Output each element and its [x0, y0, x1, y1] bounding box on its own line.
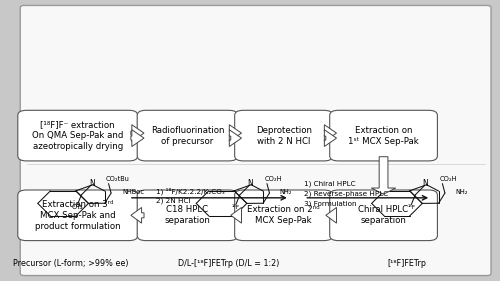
- Text: [¹⁸F]FETrp: [¹⁸F]FETrp: [387, 259, 426, 268]
- Polygon shape: [372, 157, 396, 194]
- Text: NH₂: NH₂: [280, 189, 292, 195]
- FancyBboxPatch shape: [18, 190, 138, 241]
- Polygon shape: [230, 125, 241, 141]
- FancyBboxPatch shape: [20, 5, 491, 276]
- FancyBboxPatch shape: [330, 190, 438, 241]
- FancyBboxPatch shape: [18, 110, 138, 161]
- FancyBboxPatch shape: [137, 190, 237, 241]
- Text: 2) Reverse-phase HPLC: 2) Reverse-phase HPLC: [304, 190, 388, 197]
- Text: OTs: OTs: [72, 204, 84, 210]
- Text: D/L-[¹⁸F]FETrp (D/L = 1:2): D/L-[¹⁸F]FETrp (D/L = 1:2): [178, 259, 280, 268]
- Polygon shape: [231, 207, 241, 223]
- Text: [¹⁸F]F⁻ extraction
On QMA Sep-Pak and
azeotropically drying: [¹⁸F]F⁻ extraction On QMA Sep-Pak and az…: [32, 120, 124, 151]
- Text: NHBoc: NHBoc: [122, 189, 144, 195]
- Text: Extraction on 2ⁿᵈ
MCX Sep-Pak: Extraction on 2ⁿᵈ MCX Sep-Pak: [248, 205, 320, 225]
- Text: 3) Formulation: 3) Formulation: [304, 200, 357, 207]
- Polygon shape: [324, 130, 336, 146]
- Text: CO₂tBu: CO₂tBu: [106, 176, 130, 182]
- Text: Precursor (L-form; >99% ee): Precursor (L-form; >99% ee): [12, 259, 128, 268]
- Polygon shape: [131, 125, 144, 141]
- Text: 1) ¹⁸F/K2.2.2/K₂CO₃: 1) ¹⁸F/K2.2.2/K₂CO₃: [156, 187, 224, 194]
- Polygon shape: [326, 207, 336, 223]
- Polygon shape: [131, 130, 144, 146]
- Text: N: N: [422, 178, 428, 187]
- Text: Extraction on
1ˢᵗ MCX Sep-Pak: Extraction on 1ˢᵗ MCX Sep-Pak: [348, 126, 419, 146]
- Text: ¹⁸F: ¹⁸F: [232, 205, 240, 210]
- Text: CO₂H: CO₂H: [440, 176, 458, 182]
- Polygon shape: [230, 130, 241, 146]
- Text: NH₂: NH₂: [455, 189, 468, 195]
- FancyBboxPatch shape: [137, 110, 237, 161]
- FancyBboxPatch shape: [234, 190, 332, 241]
- Text: Extraction on 3ʳᵈ
MCX Sep-Pak and
product formulation: Extraction on 3ʳᵈ MCX Sep-Pak and produc…: [35, 200, 120, 231]
- Polygon shape: [131, 207, 144, 223]
- Text: ¹⁸F: ¹⁸F: [408, 205, 416, 210]
- FancyBboxPatch shape: [330, 110, 438, 161]
- Text: Chiral HPLC
separation: Chiral HPLC separation: [358, 205, 408, 225]
- Text: 1) Chiral HPLC: 1) Chiral HPLC: [304, 181, 356, 187]
- Text: CO₂H: CO₂H: [264, 176, 282, 182]
- Polygon shape: [324, 125, 336, 141]
- Text: N: N: [89, 178, 94, 187]
- Text: Deprotection
with 2 N HCl: Deprotection with 2 N HCl: [256, 126, 312, 146]
- Text: N: N: [248, 178, 253, 187]
- Text: 2) 2N HCl: 2) 2N HCl: [156, 197, 190, 204]
- Text: Radiofluorination
of precursor: Radiofluorination of precursor: [150, 126, 224, 146]
- Text: C18 HPLC
separation: C18 HPLC separation: [164, 205, 210, 225]
- FancyBboxPatch shape: [234, 110, 332, 161]
